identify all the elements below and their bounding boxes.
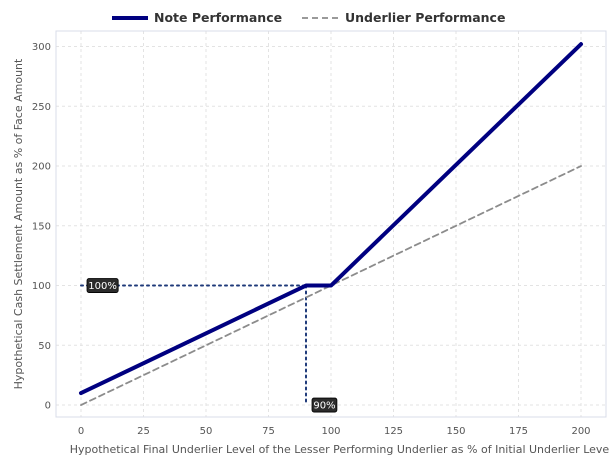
annotation-box — [311, 397, 338, 413]
x-tick-label: 150 — [446, 426, 465, 437]
annotation-label: 100% — [86, 278, 119, 293]
x-tick-label: 0 — [78, 426, 84, 437]
y-tick-label: 300 — [32, 42, 51, 53]
series-group — [79, 42, 583, 406]
x-tick-label: 200 — [571, 426, 590, 437]
x-tick-label: 100 — [321, 426, 340, 437]
x-tick-label: 50 — [200, 426, 213, 437]
annotation-box — [86, 278, 119, 293]
legend-label-note: Note Performance — [154, 10, 282, 25]
x-tick-label: 125 — [384, 426, 403, 437]
tick-labels: 0 25 50 75 100 125 150 175 200 0 50 100 150 200 250 300 — [32, 42, 591, 437]
annotations: 100% 90% — [86, 278, 338, 413]
annotation-text: 90% — [313, 401, 335, 412]
y-tick-label: 200 — [32, 162, 51, 173]
grid — [56, 31, 606, 417]
y-tick-label: 0 — [45, 401, 51, 412]
x-tick-label: 175 — [509, 426, 528, 437]
plot-frame — [55, 30, 607, 418]
y-tick-label: 250 — [32, 102, 51, 113]
y-axis-label: Hypothetical Cash Settlement Amount as %… — [12, 58, 25, 389]
legend: Note Performance Underlier Performance — [112, 10, 505, 25]
note-performance-line — [79, 42, 583, 396]
x-axis-label: Hypothetical Final Underlier Level of th… — [70, 443, 609, 456]
legend-label-underlier: Underlier Performance — [345, 10, 505, 25]
x-tick-label: 25 — [137, 426, 150, 437]
y-tick-label: 150 — [32, 221, 51, 232]
annotation-label: 90% — [311, 397, 338, 413]
x-tick-label: 75 — [262, 426, 275, 437]
underlier-performance-line — [80, 165, 582, 406]
annotation-text: 100% — [88, 281, 117, 292]
y-tick-label: 100 — [32, 281, 51, 292]
y-tick-label: 50 — [38, 341, 51, 352]
